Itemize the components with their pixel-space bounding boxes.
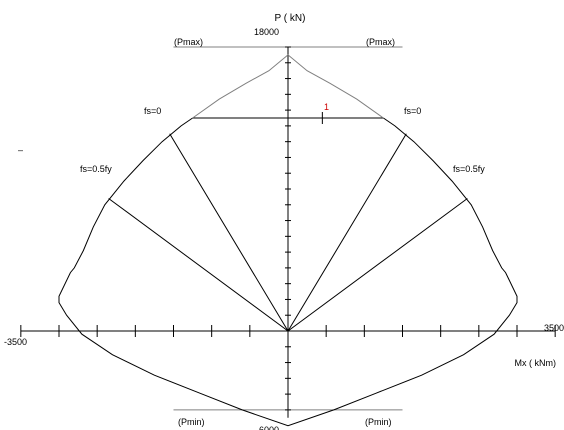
pmin-label-left: (Pmin) [178,417,205,427]
pmax-label-right: (Pmax) [366,37,395,47]
y-tick-label-max: 18000 [254,27,279,37]
x-tick-label-min: -3500 [4,337,27,347]
strain-line [287,133,407,332]
stray-mark: – [18,145,23,155]
pmax-label-left: (Pmax) [174,37,203,47]
x-axis-label: Mx ( kNm) [515,358,557,368]
fs0-label-left: fs=0 [144,106,161,116]
strain-line [108,198,289,332]
y-axis-label: P ( kN) [275,13,306,24]
strain-line [169,133,289,332]
ticks-layer [20,46,556,411]
fs05-label-left: fs=0.5fy [80,164,112,174]
strain-line [287,198,468,332]
labels-layer: P ( kN) Mx ( kNm) 18000 6000 -3500 3500 … [4,13,564,430]
pmax-transition-line [192,54,384,119]
pmin-label-right: (Pmin) [365,417,392,427]
fs0-label-right: fs=0 [404,106,421,116]
load-point-label: 1 [324,102,329,112]
lines-layer [20,46,556,427]
fs05-label-right: fs=0.5fy [453,164,485,174]
x-tick-label-max: 3500 [544,323,564,333]
y-tick-label-min: 6000 [259,425,279,430]
interaction-envelope-line [58,117,518,427]
